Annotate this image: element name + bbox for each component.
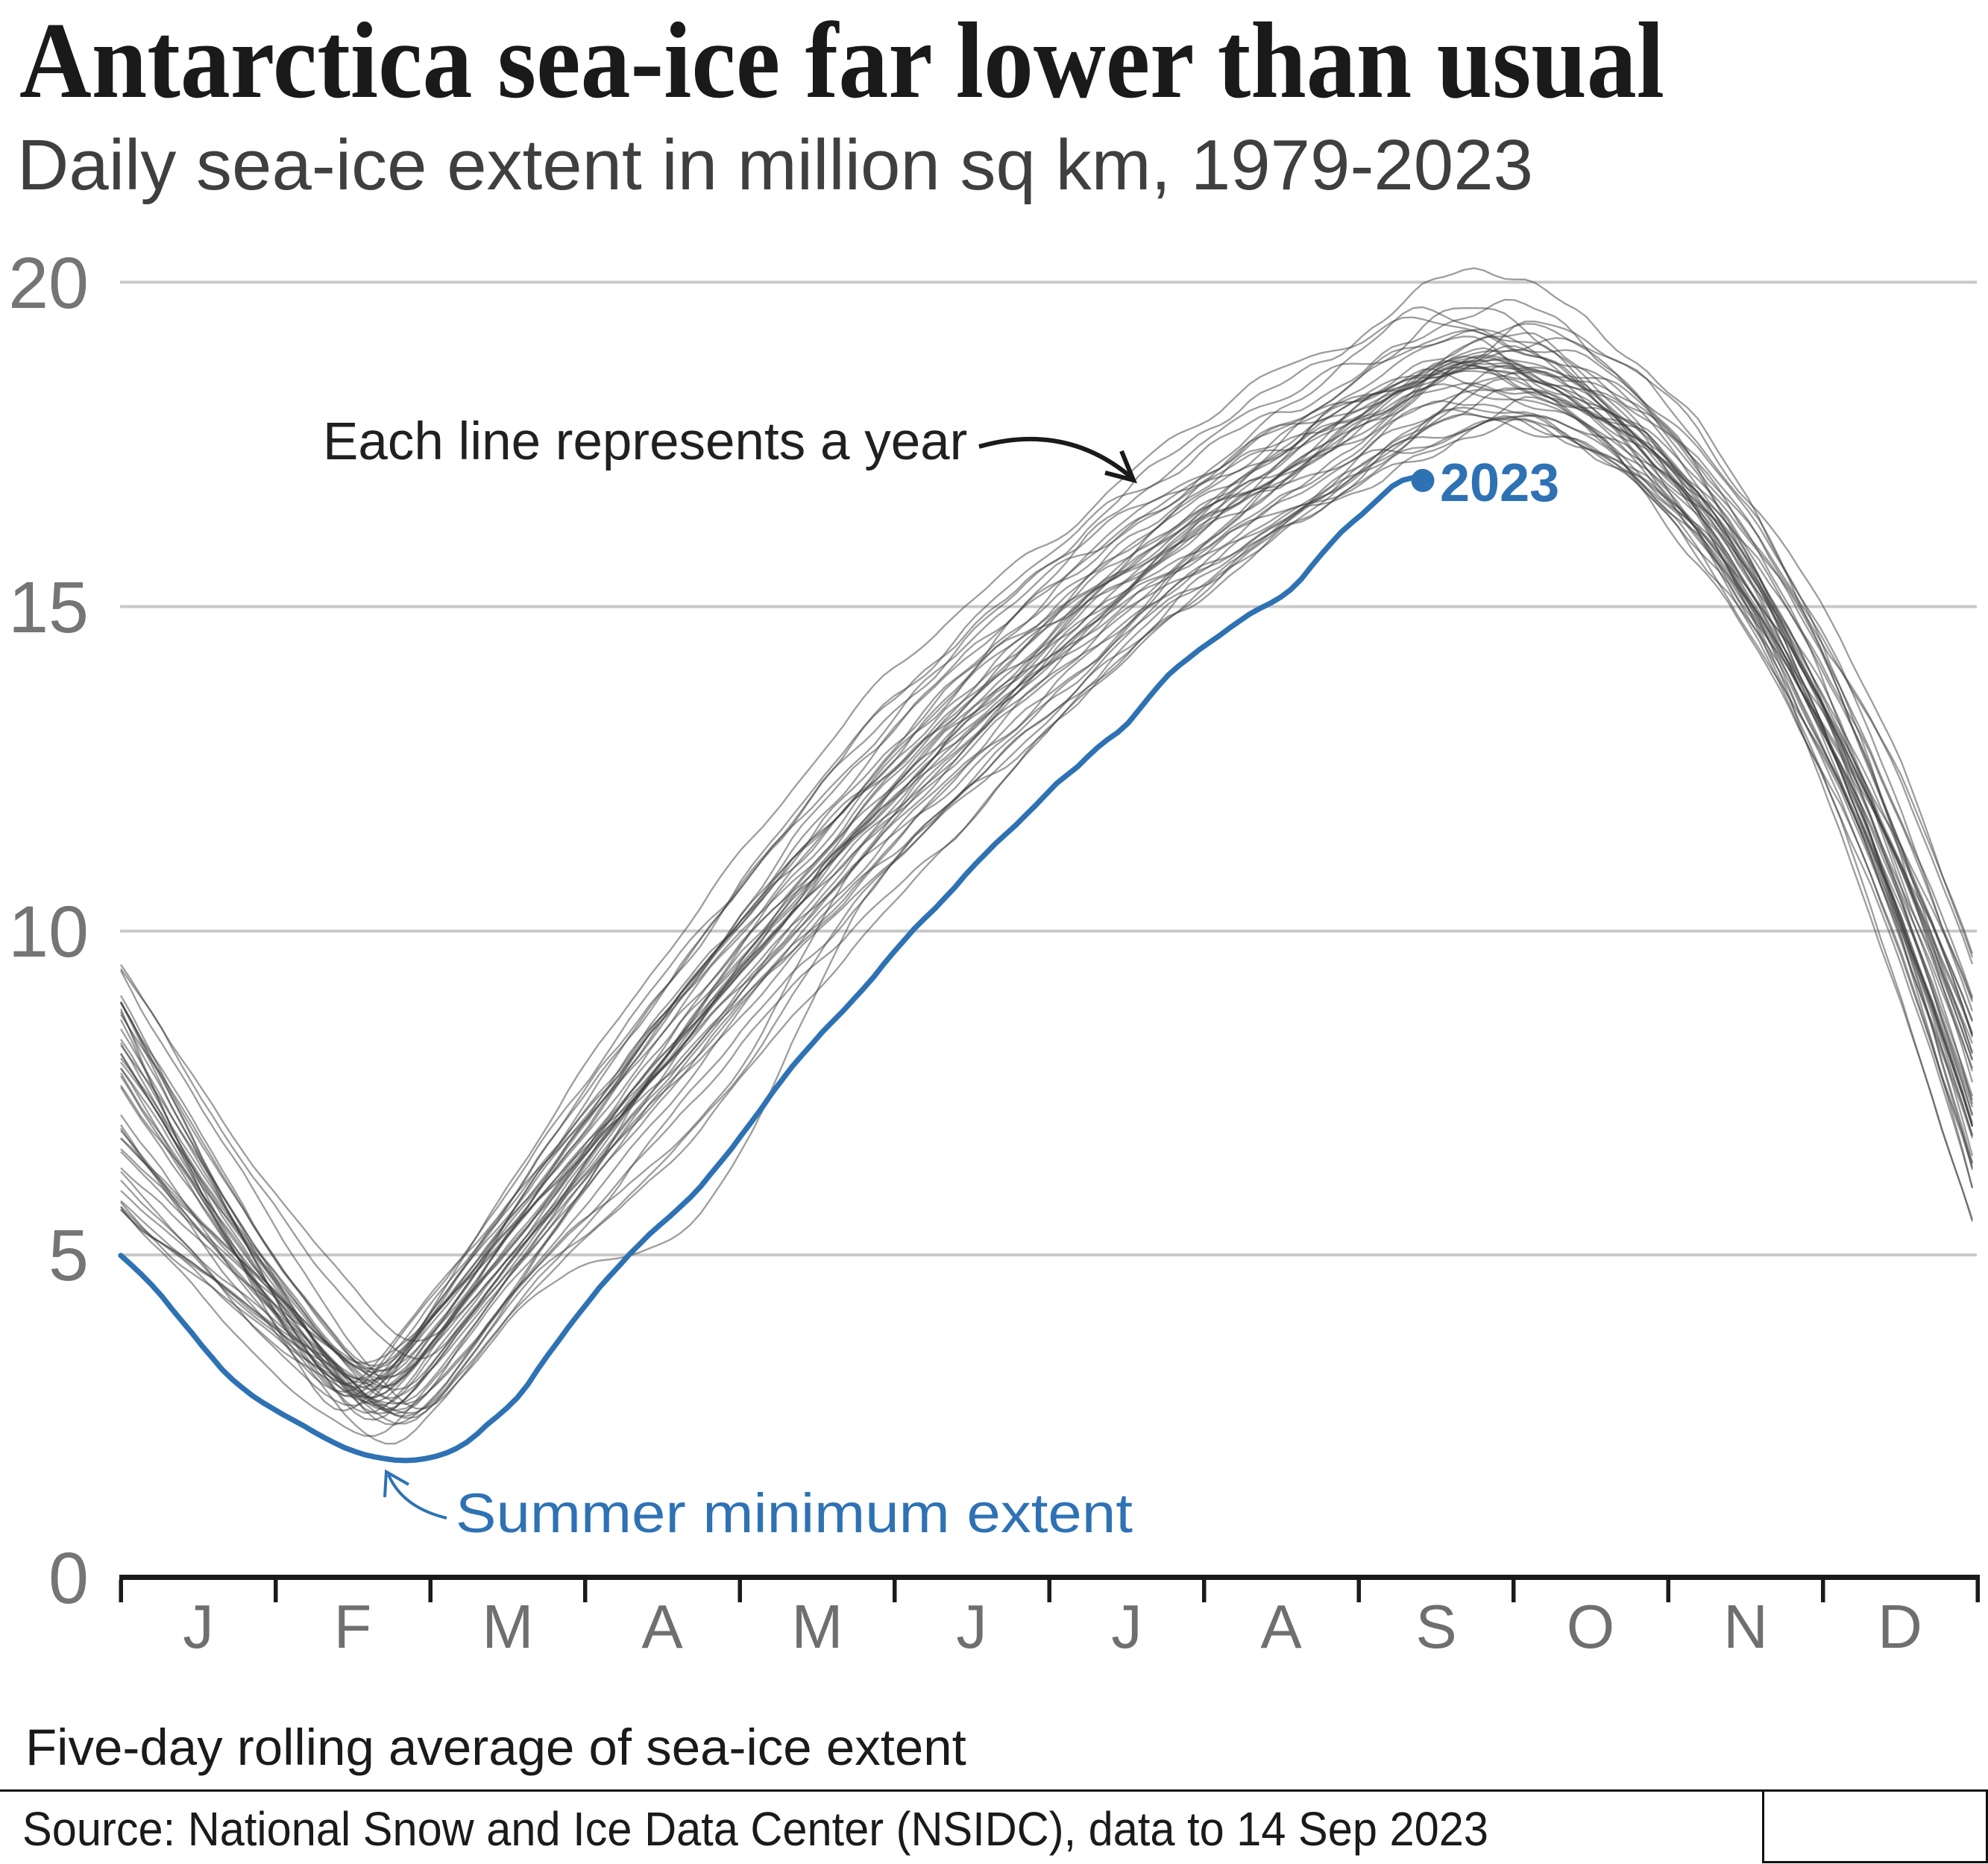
svg-text:J: J xyxy=(1111,1592,1142,1661)
svg-text:J: J xyxy=(183,1592,214,1661)
svg-text:10: 10 xyxy=(8,891,89,972)
svg-text:A: A xyxy=(1260,1592,1302,1661)
svg-text:Antarctica sea-ice far lower t: Antarctica sea-ice far lower than usual xyxy=(19,0,1664,121)
svg-text:15: 15 xyxy=(8,567,89,648)
svg-text:M: M xyxy=(482,1592,533,1661)
svg-text:O: O xyxy=(1567,1592,1615,1661)
svg-text:F: F xyxy=(334,1592,372,1661)
svg-text:2023: 2023 xyxy=(1440,453,1559,513)
svg-text:S: S xyxy=(1415,1592,1456,1661)
svg-text:Daily sea-ice extent in millio: Daily sea-ice extent in million sq km, 1… xyxy=(17,125,1533,205)
svg-text:Each line represents a year: Each line represents a year xyxy=(323,412,967,471)
svg-text:5: 5 xyxy=(48,1215,89,1296)
svg-text:20: 20 xyxy=(8,242,89,324)
svg-text:Five-day rolling average of se: Five-day rolling average of sea-ice exte… xyxy=(25,1719,966,1776)
svg-text:D: D xyxy=(1878,1592,1922,1661)
svg-text:J: J xyxy=(956,1592,987,1661)
svg-text:N: N xyxy=(1723,1592,1768,1661)
svg-text:Summer minimum extent: Summer minimum extent xyxy=(456,1482,1133,1544)
svg-text:M: M xyxy=(791,1592,843,1661)
svg-text:A: A xyxy=(641,1592,683,1661)
svg-text:0: 0 xyxy=(48,1537,89,1619)
svg-text:Source: National Snow and Ice: Source: National Snow and Ice Data Cente… xyxy=(22,1802,1488,1856)
